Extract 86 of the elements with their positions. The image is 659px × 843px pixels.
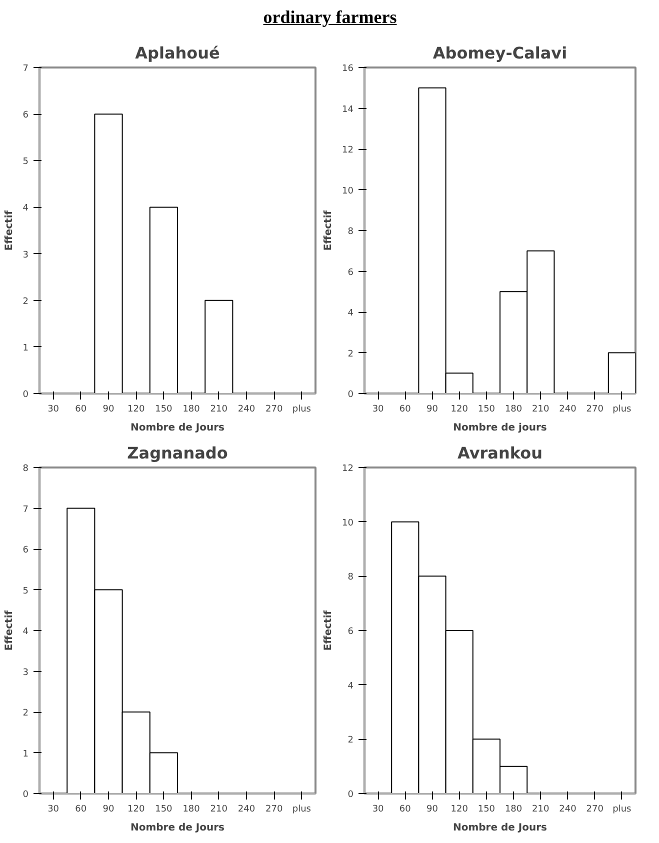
x-tick-label: plus [292, 804, 312, 814]
x-tick-label: 60 [399, 404, 412, 414]
y-axis-title: Effectif [4, 210, 15, 251]
x-tick-label: 210 [532, 804, 550, 814]
x-tick-label: 60 [75, 804, 87, 814]
x-tick-label: 150 [155, 404, 173, 414]
x-tick-label: 150 [478, 404, 496, 414]
x-tick-label: 30 [48, 404, 60, 414]
y-tick-label: 4 [22, 627, 29, 637]
x-tick-label: 90 [426, 804, 438, 814]
y-tick-label: 8 [348, 572, 354, 583]
x-tick-label: 180 [504, 804, 522, 814]
x-tick-label: 150 [155, 804, 173, 814]
x-tick-label: 120 [450, 804, 468, 814]
y-tick-label: 6 [348, 268, 354, 278]
y-tick-label: 12 [342, 146, 354, 156]
y-tick-label: 14 [342, 104, 354, 115]
x-tick-label: 30 [48, 804, 60, 814]
x-tick-label: 90 [426, 404, 438, 414]
y-tick-label: 12 [342, 464, 354, 474]
x-tick-label: 270 [266, 404, 283, 414]
y-tick-label: 4 [348, 681, 354, 692]
x-tick-label: 210 [210, 804, 228, 814]
y-tick-label: 6 [22, 546, 29, 556]
y-tick-label: 1 [22, 749, 29, 760]
y-tick-label: 0 [348, 790, 354, 800]
y-tick-label: 2 [22, 708, 29, 718]
x-tick-label: 90 [102, 404, 114, 414]
x-tick-label: 120 [128, 404, 145, 414]
x-tick-label: 60 [399, 804, 412, 814]
x-tick-label: 180 [182, 804, 200, 814]
y-tick-label: 2 [22, 296, 29, 307]
y-tick-label: 8 [22, 464, 29, 474]
x-tick-label: 240 [559, 804, 577, 814]
x-tick-label: 240 [238, 404, 256, 414]
x-tick-label: plus [612, 404, 632, 414]
y-tick-label: 6 [348, 627, 354, 637]
y-tick-label: 3 [22, 250, 29, 260]
y-tick-label: 6 [22, 110, 29, 121]
chart-title: Aplahoué [135, 44, 220, 62]
chart-title: Abomey-Calavi [432, 44, 568, 62]
x-tick-label: 180 [182, 404, 200, 414]
y-tick-label: 4 [22, 204, 29, 214]
x-tick-label: 120 [128, 804, 145, 814]
text: ordinary farmers [262, 6, 398, 29]
y-tick-label: 5 [22, 586, 29, 596]
x-tick-label: plus [612, 804, 632, 814]
x-tick-label: 240 [559, 404, 577, 414]
y-tick-label: 16 [342, 64, 354, 74]
x-tick-label: 240 [238, 804, 256, 814]
x-axis-title: Nombre de Jours [130, 422, 225, 434]
x-axis-title: Nombre de jours [453, 422, 547, 434]
x-tick-label: 90 [102, 804, 114, 814]
x-tick-label: 150 [478, 804, 496, 814]
x-axis-title: Nombre de Jours [452, 822, 548, 834]
x-tick-label: 270 [266, 804, 283, 814]
y-tick-label: 8 [348, 227, 354, 237]
x-tick-label: 30 [372, 804, 384, 814]
y-tick-label: 7 [22, 504, 29, 515]
chart-title: Avrankou [458, 444, 542, 462]
y-tick-label: 2 [348, 349, 354, 360]
chart-title: Zagnanado [127, 444, 228, 462]
y-tick-label: 2 [348, 736, 354, 746]
x-tick-label: 180 [504, 404, 522, 414]
y-tick-label: 10 [342, 186, 354, 196]
y-tick-label: 4 [348, 308, 354, 318]
y-axis-title: Effectif [4, 610, 15, 651]
x-tick-label: 270 [586, 404, 604, 414]
x-tick-label: 210 [532, 404, 550, 414]
y-axis-title: Effectif [323, 610, 334, 651]
y-tick-label: 0 [348, 390, 354, 400]
y-tick-label: 3 [22, 668, 29, 678]
y-tick-label: 5 [22, 157, 29, 168]
x-tick-label: plus [292, 404, 312, 414]
x-tick-label: 30 [372, 404, 384, 414]
y-tick-label: 0 [22, 790, 29, 800]
x-tick-label: 60 [75, 404, 87, 414]
y-tick-label: 10 [342, 518, 354, 528]
y-tick-label: 7 [22, 64, 29, 74]
x-axis-title: Nombre de Jours [130, 822, 225, 834]
y-tick-label: 0 [22, 390, 29, 400]
x-tick-label: 210 [210, 404, 228, 414]
y-axis-title: Effectif [323, 210, 334, 251]
y-tick-label: 1 [22, 343, 29, 354]
x-tick-label: 270 [586, 804, 604, 814]
x-tick-label: 120 [450, 404, 468, 414]
